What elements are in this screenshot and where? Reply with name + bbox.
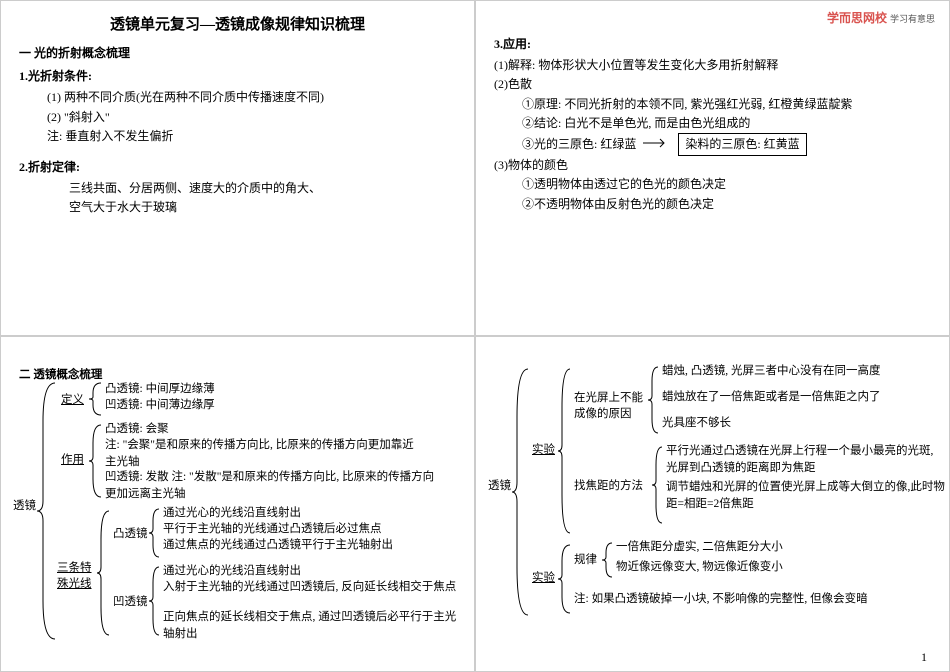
noimage-1: 蜡烛, 凸透镜, 光屏三者中心没有在同一高度	[662, 363, 881, 380]
law-1: 一倍焦距分虚实, 二倍焦距分大小	[616, 539, 783, 556]
item-3c2: ②不透明物体由反射色光的颜色决定	[522, 195, 931, 214]
noimage-2: 蜡烛放在了一倍焦距或者是一倍焦距之内了	[662, 389, 881, 406]
bracket-focal	[652, 445, 664, 525]
def-label: 定义	[61, 391, 84, 407]
quadrant-1: 透镜单元复习—透镜成像规律知识梳理 一 光的折射概念梳理 1.光折射条件: (1…	[0, 0, 475, 336]
ray-tu-label: 凸透镜	[113, 525, 148, 541]
ray-tu1: 通过光心的光线沿直线射出	[163, 505, 301, 522]
bracket-act	[89, 423, 103, 499]
logo-main: 学而思网校	[827, 11, 887, 25]
page-title: 透镜单元复习—透镜成像规律知识梳理	[19, 13, 456, 34]
ray-ao3: 正向焦点的延长线相交于焦点, 通过凹透镜后必平行于主光轴射出	[163, 609, 463, 644]
sub-1-2: 2.折射定律:	[19, 158, 456, 177]
arrow-icon	[642, 135, 666, 154]
focal-1: 平行光通过凸透镜在光屏上行程一个最小最亮的光斑, 光屏到凸透镜的距离即为焦距	[666, 443, 946, 478]
law-2: 物近像远像变大, 物远像近像变小	[616, 559, 783, 576]
act-2: 凹透镜: 发散 注: "发散"是和原来的传播方向比, 比原来的传播方向更加远离主…	[105, 469, 445, 504]
quadrant-3: 二 透镜概念梳理 透镜 定义 凸透镜: 中间厚边缘薄 凹透镜: 中间薄边缘厚 作…	[0, 336, 475, 672]
def-2: 凹透镜: 中间薄边缘厚	[105, 397, 215, 414]
page-number: 1	[921, 650, 927, 665]
ray-tu2: 平行于主光轴的光线通过凸透镜后必过焦点	[163, 521, 382, 538]
act-1: 凸透镜: 会聚	[105, 421, 169, 438]
bracket-def	[89, 381, 103, 417]
ray-ao2: 入射于主光轴的光线通过凹透镜后, 反向延长线相交于焦点	[163, 579, 463, 596]
logo-sub: 学习有意思	[890, 14, 935, 24]
item-3a: (1)解释: 物体形状大小位置等发生变化大多用折射解释	[494, 56, 931, 75]
dye-primary-callout: 染料的三原色: 红黄蓝	[678, 133, 806, 156]
focal-label: 找焦距的方法	[574, 477, 643, 493]
noimage-label: 在光屏上不能成像的原因	[574, 389, 646, 421]
item-3b3: ③光的三原色: 红绿蓝 染料的三原色: 红黄蓝	[522, 133, 931, 156]
bracket-law	[602, 541, 614, 579]
quadrant-4: 透镜 实验 在光屏上不能成像的原因 蜡烛, 凸透镜, 光屏三者中心没有在同一高度…	[475, 336, 950, 672]
item-1-2a: 三线共面、分居两侧、速度大的介质中的角大、	[69, 179, 456, 198]
ray-ao-label: 凹透镜	[113, 593, 148, 609]
item-3b: (2)色散	[494, 75, 931, 94]
root-label: 透镜	[13, 497, 36, 513]
bracket-ray-tu	[149, 507, 161, 559]
item-3c1: ①透明物体由透过它的色光的颜色决定	[522, 175, 931, 194]
item-1-1a: (1) 两种不同介质(光在两种不同介质中传播速度不同)	[47, 88, 456, 107]
exp-label: 实验	[532, 441, 555, 457]
heading-1: 一 光的折射概念梳理	[19, 44, 456, 63]
primary-light: ③光的三原色: 红绿蓝	[522, 137, 636, 151]
brand-logo: 学而思网校 学习有意思	[827, 9, 935, 26]
ray-ao1: 通过光心的光线沿直线射出	[163, 563, 301, 580]
bracket-noimage	[648, 365, 660, 435]
bracket-main-2	[512, 367, 530, 617]
sub-3: 3.应用:	[494, 35, 931, 54]
focal-2: 调节蜡烛和光屏的位置使光屏上成等大倒立的像,此时物距=相距=2倍焦距	[666, 479, 946, 514]
bracket-main	[37, 381, 57, 641]
item-3c: (3)物体的颜色	[494, 156, 931, 175]
note: 注: 如果凸透镜破掉一小块, 不影响像的完整性, 但像会变暗	[574, 591, 914, 608]
item-1-1c: 注: 垂直射入不发生偏折	[47, 127, 456, 146]
item-3b2: ②结论: 白光不是单色光, 而是由色光组成的	[522, 114, 931, 133]
exp2-label: 实验	[532, 569, 555, 585]
sub-1-1: 1.光折射条件:	[19, 67, 456, 86]
law-label: 规律	[574, 551, 597, 567]
item-1-1b: (2) "斜射入"	[47, 108, 456, 127]
ray-label: 三条特殊光线	[57, 559, 97, 591]
ray-tu3: 通过焦点的光线通过凸透镜平行于主光轴射出	[163, 537, 393, 554]
bracket-ray-ao	[149, 565, 161, 637]
act-label: 作用	[61, 451, 84, 467]
heading-2: 二 透镜概念梳理	[19, 367, 456, 384]
bracket-exp2	[558, 543, 572, 615]
noimage-3: 光具座不够长	[662, 415, 731, 432]
item-3b1: ①原理: 不同光折射的本领不同, 紫光强红光弱, 红橙黄绿蓝靛紫	[522, 95, 931, 114]
bracket-exp	[558, 367, 572, 535]
def-1: 凸透镜: 中间厚边缘薄	[105, 381, 215, 398]
bracket-ray	[97, 509, 111, 637]
quadrant-2: 学而思网校 学习有意思 3.应用: (1)解释: 物体形状大小位置等发生变化大多…	[475, 0, 950, 336]
root-label-2: 透镜	[488, 477, 511, 493]
item-1-2b: 空气大于水大于玻璃	[69, 198, 456, 217]
act-1n: 注: "会聚"是和原来的传播方向比, 比原来的传播方向更加靠近主光轴	[105, 437, 425, 472]
